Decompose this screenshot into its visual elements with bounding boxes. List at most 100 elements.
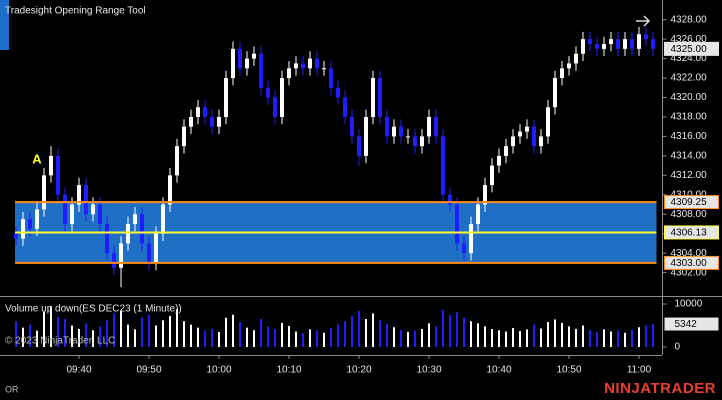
- candle-body: [126, 223, 130, 244]
- candle-body: [574, 53, 578, 64]
- volume-bar: [36, 330, 38, 347]
- candle-body: [539, 136, 543, 147]
- range-low-label: 4303.00: [671, 258, 708, 269]
- volume-bar: [456, 311, 458, 347]
- x-tick-label: 10:40: [486, 365, 511, 376]
- volume-bar: [491, 328, 493, 347]
- x-tick-label: 10:30: [416, 365, 441, 376]
- volume-bar: [127, 324, 129, 347]
- candle-body: [14, 233, 18, 239]
- volume-bar: [260, 319, 262, 347]
- candle-body: [532, 126, 536, 147]
- volume-bar: [64, 319, 66, 347]
- candle-body: [210, 116, 214, 127]
- volume-bar: [372, 313, 374, 347]
- candle-body: [637, 34, 641, 49]
- volume-bar: [57, 316, 59, 347]
- x-tick-label: 09:40: [66, 365, 91, 376]
- volume-bar: [617, 330, 619, 347]
- candle-body: [196, 107, 200, 117]
- volume-bar: [106, 320, 108, 347]
- volume-bar: [631, 329, 633, 347]
- volume-bar: [603, 329, 605, 347]
- scroll-arrow-icon[interactable]: [636, 15, 651, 27]
- candle-body: [28, 219, 32, 229]
- candle-body: [553, 78, 557, 108]
- volume-bar: [638, 327, 640, 347]
- volume-bar: [211, 328, 213, 347]
- candle-body: [441, 136, 445, 195]
- y-tick-label: 4304.00: [671, 248, 708, 259]
- candle-body: [175, 146, 179, 176]
- candle-body: [273, 97, 277, 117]
- annotation: A: [32, 152, 42, 167]
- volume-bar: [610, 331, 612, 347]
- candle-body: [343, 97, 347, 117]
- volume-bar: [162, 320, 164, 347]
- volume-bar: [393, 327, 395, 347]
- volume-bar: [330, 327, 332, 347]
- candle-body: [357, 136, 361, 156]
- range-high-label-box: [664, 195, 719, 210]
- candle-body: [161, 204, 165, 234]
- volume-bar: [484, 326, 486, 347]
- candle-body: [238, 48, 242, 69]
- candle-body: [231, 48, 235, 79]
- plot: [14, 26, 657, 347]
- x-tick-label: 10:10: [276, 365, 301, 376]
- candle-body: [609, 39, 613, 44]
- candle-body: [413, 136, 417, 147]
- volume-bar: [274, 328, 276, 347]
- candle-body: [350, 116, 354, 137]
- candle-body: [63, 194, 67, 224]
- candle-body: [448, 194, 452, 205]
- candle-body: [623, 39, 627, 49]
- candle-body: [518, 131, 522, 137]
- candle-body: [259, 53, 263, 88]
- candle-body: [119, 243, 123, 268]
- y-tick-label: 4316.00: [671, 131, 708, 142]
- volume-bar: [148, 314, 150, 347]
- volume-bar: [596, 331, 598, 347]
- candle-body: [35, 209, 39, 229]
- candle-body: [140, 214, 144, 244]
- volume-tick-label: 0: [675, 342, 681, 353]
- volume-title: Volume up down(ES DEC23 (1 Minute)): [5, 304, 182, 315]
- volume-bar: [533, 324, 535, 347]
- volume-bar: [428, 323, 430, 347]
- y-tick-label: 4318.00: [671, 112, 708, 123]
- volume-bar: [71, 325, 73, 347]
- x-tick-label: 11:00: [627, 365, 652, 376]
- volume-bar: [267, 326, 269, 347]
- candle-body: [560, 68, 564, 79]
- last-volume-label: 5342: [675, 319, 698, 330]
- candle-body: [644, 34, 648, 40]
- x-tick-label: 09:50: [136, 365, 161, 376]
- candle-body: [217, 116, 221, 127]
- volume-bar: [337, 324, 339, 347]
- candle-body: [602, 43, 606, 49]
- candle-body: [70, 204, 74, 224]
- last-price-label: 4325.00: [671, 44, 708, 55]
- volume-bar: [22, 327, 24, 347]
- volume-bar: [519, 331, 521, 347]
- volume-bar: [78, 328, 80, 347]
- candle-body: [616, 39, 620, 49]
- candle-body: [84, 185, 88, 215]
- volume-bar: [99, 326, 101, 347]
- candle-body: [203, 107, 207, 117]
- volume-bar: [190, 324, 192, 347]
- volume-bar: [498, 330, 500, 347]
- volume-bar: [645, 325, 647, 347]
- candle-body: [322, 68, 326, 70]
- candle-body: [147, 243, 151, 263]
- y-tick-label: 4312.00: [671, 170, 708, 181]
- candle-body: [497, 155, 501, 166]
- candle-body: [490, 165, 494, 186]
- volume-bar: [113, 313, 115, 347]
- footer-left: OR: [5, 384, 19, 394]
- volume-bar: [624, 332, 626, 347]
- volume-bar: [50, 306, 52, 347]
- candle-body: [189, 116, 193, 127]
- volume-bar: [526, 329, 528, 347]
